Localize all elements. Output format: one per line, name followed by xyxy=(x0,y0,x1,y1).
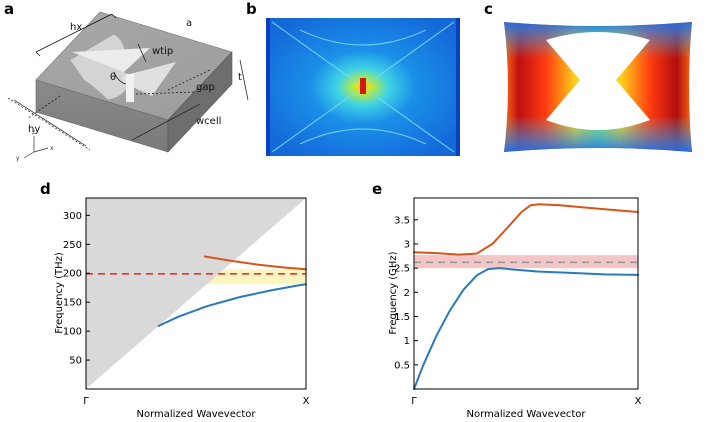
chart-d-ytick-label: 300 xyxy=(63,211,82,222)
panel-label-d: d xyxy=(40,180,51,198)
cell-side-face xyxy=(167,51,233,153)
chart-e-ytick-label: 2 xyxy=(404,288,410,299)
panel-a-unit-cell: hx a wtip θ t gap hy wcell z x y xyxy=(7,11,249,162)
panel-c-deformation-map xyxy=(504,22,692,152)
chart-e-frame xyxy=(413,197,639,390)
chart-d-ytick-label: 150 xyxy=(63,298,82,309)
label-theta: θ xyxy=(110,72,116,83)
bowtie-void xyxy=(546,32,650,130)
coordinate-axes xyxy=(23,136,49,159)
chart-d-series-upper-band xyxy=(203,255,307,271)
panel-d-band-diagram: 50 100 150 200 250 300 Γ X Normalized Wavevec… xyxy=(54,197,310,420)
chart-d-light-cone xyxy=(86,198,306,389)
panel-b-field-map xyxy=(266,18,460,156)
panel-label-e: e xyxy=(372,180,383,198)
bowtie-upper-sector xyxy=(72,48,150,72)
panel-e-band-diagram: 0.5 1 1.5 2 2.5 3 3.5 Γ X Normalized Wavevecto… xyxy=(388,197,642,420)
chart-d-xlabel: Normalized Wavevector xyxy=(136,409,256,420)
label-hx: hx xyxy=(70,22,82,33)
chart-d-ytick-label: 100 xyxy=(63,327,82,338)
chart-e-ytick-label: 1 xyxy=(404,336,410,347)
chart-e-xtick-gamma: Γ xyxy=(411,396,417,407)
panel-label-b: b xyxy=(246,0,257,18)
bowtie-lower-sector xyxy=(122,62,176,96)
label-hy: hy xyxy=(28,124,40,135)
label-t: t xyxy=(238,72,242,83)
chart-e-ylabel: Frequency (GHz) xyxy=(388,251,399,334)
chart-e-ytick-label: 1.5 xyxy=(394,312,410,323)
label-wtip: wtip xyxy=(152,46,173,57)
chart-e-xtick-x: X xyxy=(635,396,642,407)
axis-y-label: y xyxy=(16,155,20,162)
chart-e-ytick-label: 3 xyxy=(404,239,410,250)
chart-d-ytick-label: 250 xyxy=(63,240,82,251)
panel-label-c: c xyxy=(484,0,493,18)
chart-e-ytick-label: 3.5 xyxy=(394,215,410,226)
chart-e-series-lower-band xyxy=(413,267,639,390)
chart-e-ytick-label: 0.5 xyxy=(394,360,410,371)
chart-e-ytick-label: 2.5 xyxy=(394,264,410,275)
axis-x-label: x xyxy=(50,145,54,152)
chart-d-xtick-gamma: Γ xyxy=(83,396,89,407)
axis-z-label: z xyxy=(32,129,35,136)
chart-d-xtick-x: X xyxy=(303,396,310,407)
chart-d-ytick-label: 200 xyxy=(63,269,82,280)
chart-e-xlabel: Normalized Wavevector xyxy=(466,409,586,420)
bowtie-gap-slab xyxy=(126,74,134,102)
chart-d-frame xyxy=(85,197,307,390)
panel-label-a: a xyxy=(4,0,15,18)
chart-d-series-lower-band xyxy=(157,283,307,327)
chart-d-ylabel: Frequency (THz) xyxy=(54,252,65,334)
field-hotspot xyxy=(360,78,366,94)
label-a: a xyxy=(186,18,192,29)
label-gap: gap xyxy=(196,82,215,93)
dimension-lines xyxy=(7,13,249,151)
chart-d-ytick-label: 50 xyxy=(69,356,82,367)
chart-e-series-upper-band xyxy=(413,203,639,256)
label-wcell: wcell xyxy=(196,116,221,127)
